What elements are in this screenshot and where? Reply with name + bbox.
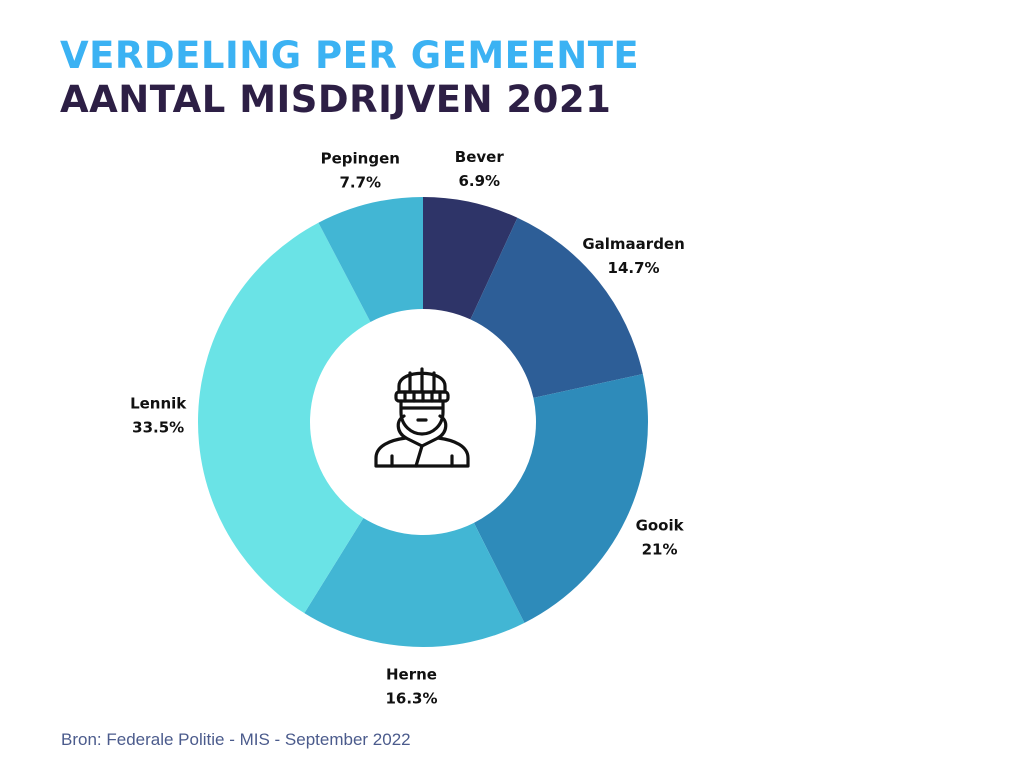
slice-pepingen [318, 197, 423, 322]
slice-label-value: 16.3% [385, 690, 437, 708]
slice-label-value: 14.7% [608, 259, 660, 277]
slice-gooik [473, 374, 648, 623]
chart-subtitle: AANTAL MISDRIJVEN 2021 [60, 78, 612, 121]
slice-lennik [198, 222, 371, 614]
slice-label-name: Herne [386, 666, 437, 684]
slice-labels: Bever 6.9% Galmaarden 14.7% Gooik 21% Herne 16.… [130, 148, 685, 708]
slice-galmaarden [470, 217, 643, 398]
slice-label-value: 6.9% [458, 172, 500, 190]
slice-label-value: 7.7% [339, 174, 381, 192]
donut-slices [198, 197, 648, 648]
slice-label-name: Bever [455, 148, 505, 166]
slice-label-name: Galmaarden [582, 235, 684, 253]
source-note: Bron: Federale Politie - MIS - September… [61, 730, 411, 749]
slice-label-name: Gooik [636, 517, 685, 535]
slice-herne [304, 518, 525, 648]
slice-label-value: 21% [642, 541, 678, 559]
slice-label-name: Lennik [130, 394, 187, 412]
burglar-icon [374, 367, 470, 468]
slice-bever [423, 197, 518, 320]
slice-label-name: Pepingen [321, 150, 400, 168]
chart-title: VERDELING PER GEMEENTE [60, 34, 640, 77]
slice-label-value: 33.5% [132, 418, 184, 436]
